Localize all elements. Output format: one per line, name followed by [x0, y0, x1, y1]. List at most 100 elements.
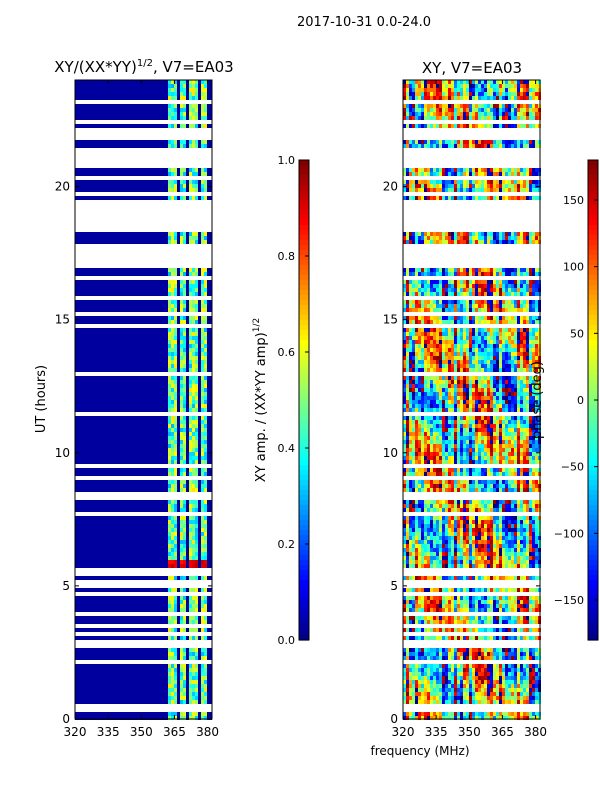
phase-cell — [445, 504, 448, 508]
amplitude-cell — [174, 576, 177, 580]
phase-cell — [412, 468, 415, 472]
phase-cell — [406, 528, 409, 532]
phase-cell — [472, 88, 475, 92]
phase-cell — [499, 304, 502, 308]
amplitude-cell — [204, 300, 207, 304]
phase-cell — [529, 84, 532, 88]
phase-cell — [460, 280, 463, 284]
phase-cell — [463, 524, 466, 528]
amplitude-cell — [192, 288, 195, 292]
phase-cell — [469, 428, 472, 432]
phase-cell — [427, 168, 430, 172]
phase-cell — [496, 304, 499, 308]
amplitude-cell — [204, 688, 207, 692]
phase-cell — [451, 528, 454, 532]
phase-cell — [406, 88, 409, 92]
phase-cell — [448, 440, 451, 444]
phase-cell — [478, 84, 481, 88]
phase-cell — [493, 104, 496, 108]
phase-cell — [493, 396, 496, 400]
phase-cell — [505, 396, 508, 400]
phase-cell — [526, 292, 529, 296]
phase-cell — [412, 280, 415, 284]
phase-cell — [415, 308, 418, 312]
amplitude-cell-row — [75, 616, 212, 620]
phase-cell — [478, 516, 481, 520]
phase-cell — [532, 96, 535, 100]
phase-cell — [460, 400, 463, 404]
phase-cell — [511, 408, 514, 412]
phase-cell — [445, 196, 448, 200]
phase-cell — [535, 500, 538, 504]
phase-cell — [433, 360, 436, 364]
phase-cell — [508, 188, 511, 192]
phase-cell — [436, 172, 439, 176]
amplitude-cell — [189, 140, 192, 144]
phase-cell — [499, 308, 502, 312]
amplitude-cell — [171, 456, 174, 460]
phase-cell — [460, 112, 463, 116]
phase-cell — [442, 284, 445, 288]
phase-cell — [514, 436, 517, 440]
phase-cell — [472, 336, 475, 340]
phase-cell — [442, 392, 445, 396]
phase-cell — [439, 468, 442, 472]
phase-cell — [475, 320, 478, 324]
phase-cell — [403, 508, 406, 512]
phase-cell — [481, 316, 484, 320]
phase-cell — [403, 472, 406, 476]
amplitude-cell — [180, 292, 183, 296]
phase-cell — [421, 424, 424, 428]
phase-cell — [478, 472, 481, 476]
phase-cell — [457, 356, 460, 360]
phase-cell — [511, 488, 514, 492]
phase-cell — [526, 168, 529, 172]
phase-cell — [445, 432, 448, 436]
phase-cell — [442, 352, 445, 356]
amplitude-cell — [168, 240, 171, 244]
phase-cell — [424, 80, 427, 84]
amplitude-cell — [192, 356, 195, 360]
amplitude-cell — [180, 116, 183, 120]
phase-cell — [466, 188, 469, 192]
phase-cell — [403, 436, 406, 440]
amplitude-cell-row — [75, 188, 212, 192]
phase-cell — [490, 144, 493, 148]
amplitude-cell — [183, 528, 186, 532]
phase-cell — [499, 80, 502, 84]
amplitude-cell — [195, 400, 198, 404]
phase-cell — [454, 480, 457, 484]
amplitude-cell — [168, 180, 171, 184]
amplitude-cell — [168, 548, 171, 552]
phase-cell — [487, 452, 490, 456]
amplitude-cell — [183, 416, 186, 420]
amplitude-cell — [195, 536, 198, 540]
phase-cell — [478, 348, 481, 352]
phase-cell — [451, 504, 454, 508]
phase-cell — [481, 332, 484, 336]
amplitude-cell — [180, 468, 183, 472]
phase-cell — [520, 272, 523, 276]
phase-cell — [457, 180, 460, 184]
phase-cell — [469, 368, 472, 372]
phase-cell — [535, 380, 538, 384]
amplitude-cell — [180, 368, 183, 372]
phase-cell — [523, 184, 526, 188]
phase-cell — [430, 356, 433, 360]
amplitude-cell — [195, 516, 198, 520]
phase-cell — [532, 488, 535, 492]
colorbar-segment — [299, 410, 309, 416]
phase-cell — [445, 448, 448, 452]
amplitude-cell-row — [75, 652, 212, 656]
amplitude-cell — [183, 124, 186, 128]
phase-cell — [484, 368, 487, 372]
phase-cell — [415, 280, 418, 284]
phase-cell — [478, 504, 481, 508]
phase-cell — [484, 508, 487, 512]
phase-cell — [484, 268, 487, 272]
phase-cell — [436, 508, 439, 512]
amplitude-cell — [174, 452, 177, 456]
amplitude-cell — [180, 184, 183, 188]
phase-cell — [415, 196, 418, 200]
amplitude-cell — [201, 392, 204, 396]
